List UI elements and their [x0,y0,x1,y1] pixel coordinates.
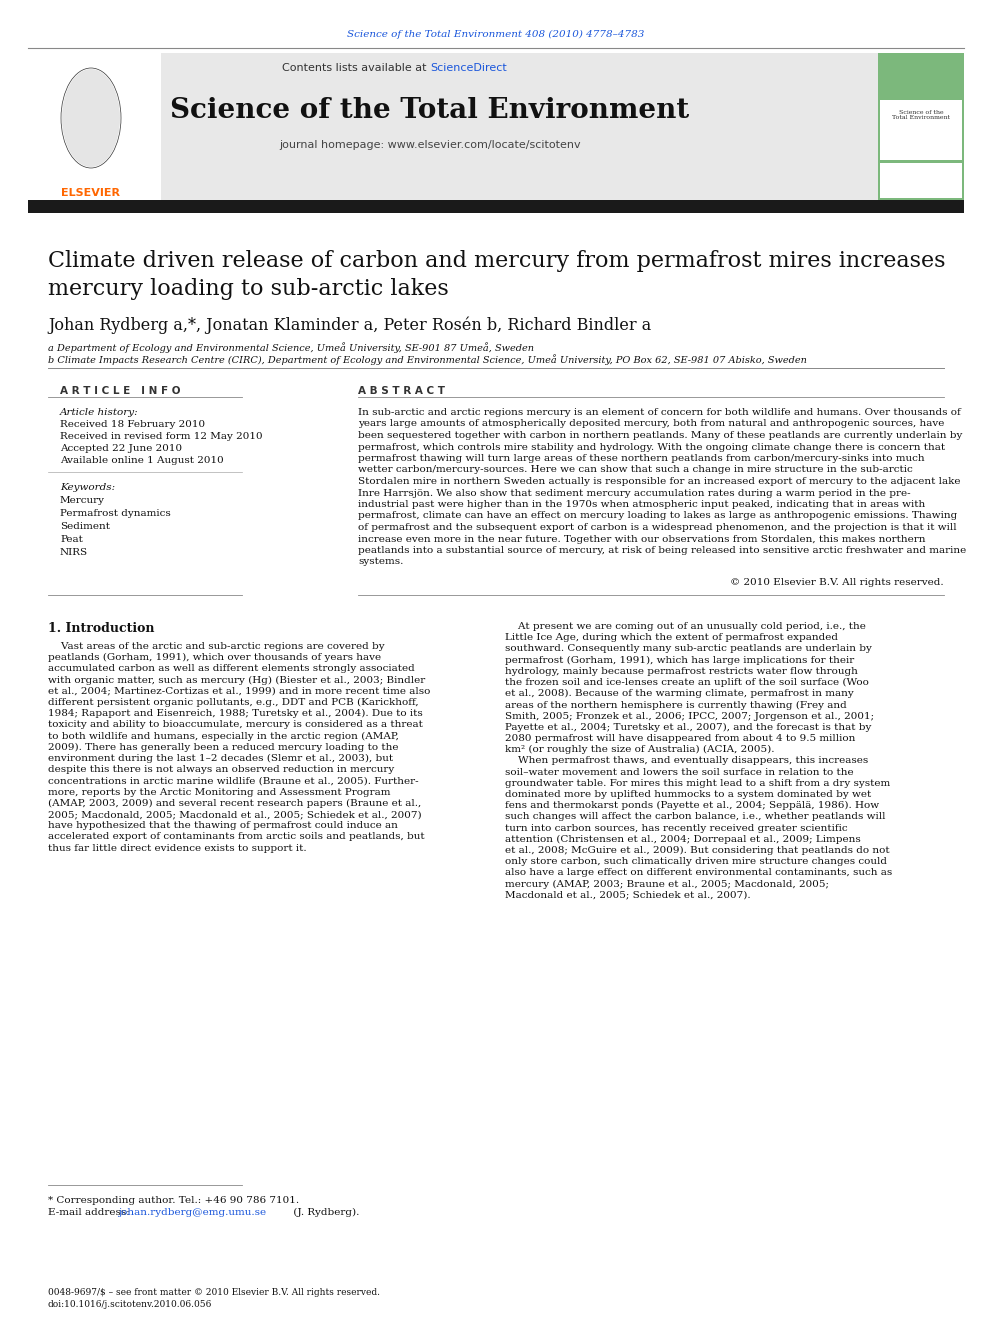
Text: Received in revised form 12 May 2010: Received in revised form 12 May 2010 [60,433,263,441]
Text: E-mail address:: E-mail address: [48,1208,133,1217]
Text: also have a large effect on different environmental contaminants, such as: also have a large effect on different en… [505,868,892,877]
Ellipse shape [62,69,120,167]
Text: johan.rydberg@emg.umu.se: johan.rydberg@emg.umu.se [118,1208,266,1217]
Text: journal homepage: www.elsevier.com/locate/scitotenv: journal homepage: www.elsevier.com/locat… [279,140,580,149]
Text: Permafrost dynamics: Permafrost dynamics [60,509,171,519]
Text: 0048-9697/$ – see front matter © 2010 Elsevier B.V. All rights reserved.: 0048-9697/$ – see front matter © 2010 El… [48,1289,380,1297]
Text: industrial past were higher than in the 1970s when atmospheric input peaked, ind: industrial past were higher than in the … [358,500,926,509]
Text: et al., 2008; McGuire et al., 2009). But considering that peatlands do not: et al., 2008; McGuire et al., 2009). But… [505,845,890,855]
Text: Science of the
Total Environment: Science of the Total Environment [892,110,950,120]
Text: A B S T R A C T: A B S T R A C T [358,386,445,396]
Text: Vast areas of the arctic and sub-arctic regions are covered by: Vast areas of the arctic and sub-arctic … [48,642,385,651]
Text: soil–water movement and lowers the soil surface in relation to the: soil–water movement and lowers the soil … [505,767,854,777]
Text: Peat: Peat [60,534,83,544]
Text: km² (or roughly the size of Australia) (ACIA, 2005).: km² (or roughly the size of Australia) (… [505,745,775,754]
Bar [28,53,161,200]
Text: more, reports by the Arctic Monitoring and Assessment Program: more, reports by the Arctic Monitoring a… [48,787,391,796]
Text: ScienceDirect: ScienceDirect [430,64,507,73]
Text: peatlands into a substantial source of mercury, at risk of being released into s: peatlands into a substantial source of m… [358,546,966,556]
Text: dominated more by uplifted hummocks to a system dominated by wet: dominated more by uplifted hummocks to a… [505,790,871,799]
Text: 1. Introduction: 1. Introduction [48,622,155,635]
Text: 2005; Macdonald, 2005; Macdonald et al., 2005; Schiedek et al., 2007): 2005; Macdonald, 2005; Macdonald et al.,… [48,810,422,819]
Text: (AMAP, 2003, 2009) and several recent research papers (Braune et al.,: (AMAP, 2003, 2009) and several recent re… [48,799,422,808]
Text: years large amounts of atmospherically deposited mercury, both from natural and : years large amounts of atmospherically d… [358,419,944,429]
Text: to both wildlife and humans, especially in the arctic region (AMAP,: to both wildlife and humans, especially … [48,732,399,741]
Text: Johan Rydberg a,*, Jonatan Klaminder a, Peter Rosén b, Richard Bindler a: Johan Rydberg a,*, Jonatan Klaminder a, … [48,316,652,333]
Text: accumulated carbon as well as different elements strongly associated: accumulated carbon as well as different … [48,664,415,673]
Text: b Climate Impacts Research Centre (CIRC), Department of Ecology and Environmenta: b Climate Impacts Research Centre (CIRC)… [48,355,806,365]
Text: Mercury: Mercury [60,496,105,505]
Text: only store carbon, such climatically driven mire structure changes could: only store carbon, such climatically dri… [505,857,887,867]
Text: Smith, 2005; Fronzek et al., 2006; IPCC, 2007; Jorgenson et al., 2001;: Smith, 2005; Fronzek et al., 2006; IPCC,… [505,712,874,721]
Text: groundwater table. For mires this might lead to a shift from a dry system: groundwater table. For mires this might … [505,779,890,787]
Text: permafrost (Gorham, 1991), which has large implications for their: permafrost (Gorham, 1991), which has lar… [505,656,854,664]
Text: 1984; Rapaport and Eisenreich, 1988; Turetsky et al., 2004). Due to its: 1984; Rapaport and Eisenreich, 1988; Tur… [48,709,423,718]
Text: toxicity and ability to bioaccumulate, mercury is considered as a threat: toxicity and ability to bioaccumulate, m… [48,721,423,729]
Text: permafrost thawing will turn large areas of these northern peatlands from carbon: permafrost thawing will turn large areas… [358,454,925,463]
Text: attention (Christensen et al., 2004; Dorrepaal et al., 2009; Limpens: attention (Christensen et al., 2004; Dor… [505,835,861,844]
Text: areas of the northern hemisphere is currently thawing (Frey and: areas of the northern hemisphere is curr… [505,700,847,709]
Text: southward. Consequently many sub-arctic peatlands are underlain by: southward. Consequently many sub-arctic … [505,644,872,654]
Text: hydrology, mainly because permafrost restricts water flow through: hydrology, mainly because permafrost res… [505,667,858,676]
Text: 2009). There has generally been a reduced mercury loading to the: 2009). There has generally been a reduce… [48,742,399,751]
Text: Climate driven release of carbon and mercury from permafrost mires increases: Climate driven release of carbon and mer… [48,250,945,273]
Bar [28,53,878,200]
Text: A R T I C L E   I N F O: A R T I C L E I N F O [60,386,181,396]
Text: peatlands (Gorham, 1991), which over thousands of years have: peatlands (Gorham, 1991), which over tho… [48,654,381,663]
Text: such changes will affect the carbon balance, i.e., whether peatlands will: such changes will affect the carbon bala… [505,812,886,822]
Bar [28,200,964,213]
Text: Stordalen mire in northern Sweden actually is responsible for an increased expor: Stordalen mire in northern Sweden actual… [358,478,960,486]
Text: despite this there is not always an observed reduction in mercury: despite this there is not always an obse… [48,765,394,774]
Text: increase even more in the near future. Together with our observations from Stord: increase even more in the near future. T… [358,534,926,544]
Text: Article history:: Article history: [60,407,139,417]
Text: mercury (AMAP, 2003; Braune et al., 2005; Macdonald, 2005;: mercury (AMAP, 2003; Braune et al., 2005… [505,880,829,889]
Text: permafrost, climate can have an effect on mercury loading to lakes as large as a: permafrost, climate can have an effect o… [358,512,957,520]
Text: Macdonald et al., 2005; Schiedek et al., 2007).: Macdonald et al., 2005; Schiedek et al.,… [505,890,751,900]
Text: Science of the Total Environment: Science of the Total Environment [171,97,689,123]
Text: Keywords:: Keywords: [60,483,115,492]
Text: thus far little direct evidence exists to support it.: thus far little direct evidence exists t… [48,844,307,852]
Text: a Department of Ecology and Environmental Science, Umeå University, SE-901 87 Um: a Department of Ecology and Environmenta… [48,343,534,353]
Text: turn into carbon sources, has recently received greater scientific: turn into carbon sources, has recently r… [505,824,847,832]
Text: Contents lists available at: Contents lists available at [282,64,430,73]
Text: (J. Rydberg).: (J. Rydberg). [290,1208,359,1217]
Text: Accepted 22 June 2010: Accepted 22 June 2010 [60,445,183,452]
Text: Received 18 February 2010: Received 18 February 2010 [60,419,205,429]
Text: Science of the Total Environment 408 (2010) 4778–4783: Science of the Total Environment 408 (20… [347,29,645,38]
Text: Inre Harrsjön. We also show that sediment mercury accumulation rates during a wa: Inre Harrsjön. We also show that sedimen… [358,488,911,497]
Text: accelerated export of contaminants from arctic soils and peatlands, but: accelerated export of contaminants from … [48,832,425,841]
Text: ELSEVIER: ELSEVIER [62,188,120,198]
Text: © 2010 Elsevier B.V. All rights reserved.: © 2010 Elsevier B.V. All rights reserved… [730,578,944,587]
Text: Little Ice Age, during which the extent of permafrost expanded: Little Ice Age, during which the extent … [505,634,838,642]
Text: have hypothesized that the thawing of permafrost could induce an: have hypothesized that the thawing of pe… [48,822,398,831]
Text: Sediment: Sediment [60,523,110,531]
Text: permafrost, which controls mire stability and hydrology. With the ongoing climat: permafrost, which controls mire stabilit… [358,442,945,451]
Text: different persistent organic pollutants, e.g., DDT and PCB (Karickhoff,: different persistent organic pollutants,… [48,699,419,706]
Text: et al., 2004; Martinez-Cortizas et al., 1999) and in more recent time also: et al., 2004; Martinez-Cortizas et al., … [48,687,431,696]
Bar [880,163,962,198]
Text: with organic matter, such as mercury (Hg) (Biester et al., 2003; Bindler: with organic matter, such as mercury (Hg… [48,676,426,685]
Bar [880,101,962,160]
Text: NIRS: NIRS [60,548,88,557]
Text: doi:10.1016/j.scitotenv.2010.06.056: doi:10.1016/j.scitotenv.2010.06.056 [48,1301,212,1308]
Bar [878,53,964,200]
Text: environment during the last 1–2 decades (Slemr et al., 2003), but: environment during the last 1–2 decades … [48,754,393,763]
Text: been sequestered together with carbon in northern peatlands. Many of these peatl: been sequestered together with carbon in… [358,431,962,441]
Text: Payette et al., 2004; Turetsky et al., 2007), and the forecast is that by: Payette et al., 2004; Turetsky et al., 2… [505,722,871,732]
Text: At present we are coming out of an unusually cold period, i.e., the: At present we are coming out of an unusu… [505,622,866,631]
Text: fens and thermokarst ponds (Payette et al., 2004; Seppälä, 1986). How: fens and thermokarst ponds (Payette et a… [505,802,879,810]
Text: mercury loading to sub-arctic lakes: mercury loading to sub-arctic lakes [48,278,448,300]
Text: concentrations in arctic marine wildlife (Braune et al., 2005). Further-: concentrations in arctic marine wildlife… [48,777,419,786]
Text: Available online 1 August 2010: Available online 1 August 2010 [60,456,224,464]
Text: of permafrost and the subsequent export of carbon is a widespread phenomenon, an: of permafrost and the subsequent export … [358,523,956,532]
Text: In sub-arctic and arctic regions mercury is an element of concern for both wildl: In sub-arctic and arctic regions mercury… [358,407,960,417]
Text: When permafrost thaws, and eventually disappears, this increases: When permafrost thaws, and eventually di… [505,757,868,766]
Text: et al., 2008). Because of the warming climate, permafrost in many: et al., 2008). Because of the warming cl… [505,689,854,699]
Text: 2080 permafrost will have disappeared from about 4 to 9.5 million: 2080 permafrost will have disappeared fr… [505,734,855,744]
Text: * Corresponding author. Tel.: +46 90 786 7101.: * Corresponding author. Tel.: +46 90 786… [48,1196,300,1205]
Text: systems.: systems. [358,557,404,566]
Text: wetter carbon/mercury-sources. Here we can show that such a change in mire struc: wetter carbon/mercury-sources. Here we c… [358,466,913,475]
Text: the frozen soil and ice-lenses create an uplift of the soil surface (Woo: the frozen soil and ice-lenses create an… [505,677,869,687]
